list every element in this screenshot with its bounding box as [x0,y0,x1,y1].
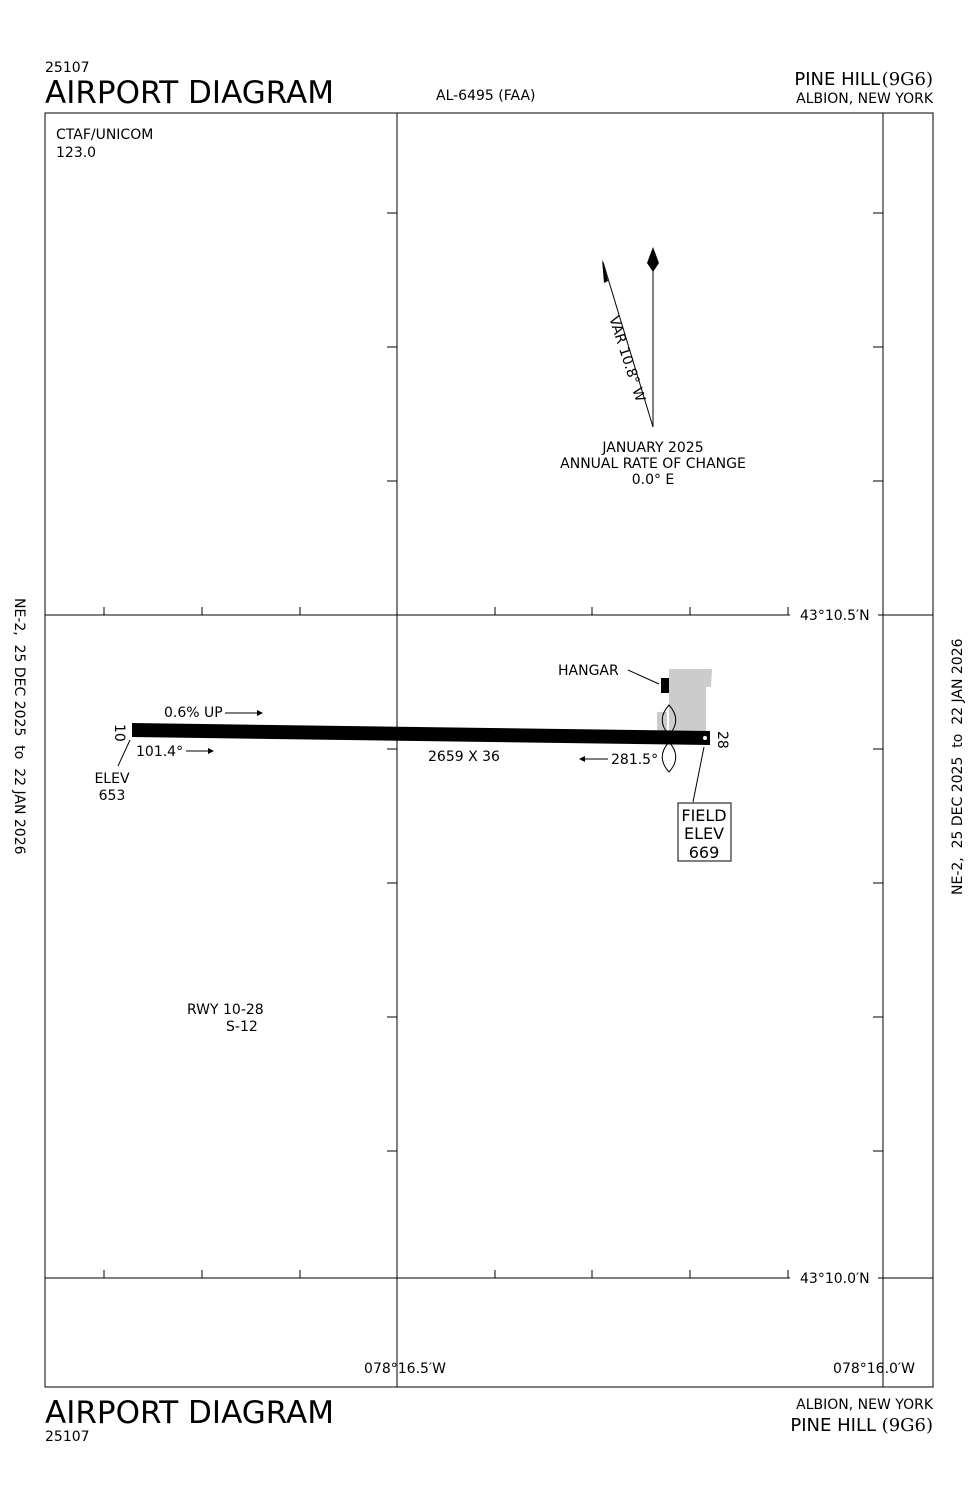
ctaf-frequency: 123.0 [56,145,96,161]
field-elev-line2: ELEV [684,824,724,843]
footer-location: ALBION, NEW YORK [796,1397,934,1413]
longitude-west-label: 078°16.5′W [364,1361,446,1377]
variation-label: VAR 10.8° W [605,314,648,404]
procedure-number: AL-6495 (FAA) [436,88,536,104]
runway-designation: RWY 10-28 [187,1002,264,1018]
apron [657,669,712,731]
field-elevation-box [677,802,732,862]
diagram-frame [44,112,934,1388]
longitude-east-label: 078°16.0′W [833,1361,915,1377]
hangar-leader [627,669,660,685]
grid-ticks [103,212,883,1278]
elev-leader [117,739,131,767]
latitude-north-label: 43°10.5′N [800,608,870,624]
field-elev-value: 669 [689,843,720,862]
chart-title: AIRPORT DIAGRAM [45,75,334,111]
airport-id: (9G6) [882,69,933,90]
runway-heading-28: 281.5° [611,752,658,768]
runway-dimensions: 2659 X 36 [428,749,500,765]
footer-chart-id: 25107 [45,1429,90,1445]
elevation-point-icon [703,736,707,740]
arrow-right-icon [186,748,214,754]
rate-value: 0.0° E [632,472,675,488]
field-elev-leader [692,746,705,803]
runway-gradient: 0.6% UP [164,705,223,721]
footer-airport-name: PINE HILL [790,1415,876,1436]
hangar-building [661,678,669,693]
elev-10-value: 653 [99,788,126,804]
left-margin-dates: NE-2, 25 DEC 2025 to 22 JAN 2026 [11,598,27,855]
hangar-label: HANGAR [558,663,619,679]
footer-title: AIRPORT DIAGRAM [45,1395,334,1431]
arrow-right-icon [225,710,263,716]
windsock-icon [661,704,677,773]
runway-10-28 [132,723,710,745]
airport-location: ALBION, NEW YORK [796,91,934,107]
chart-id: 25107 [45,60,90,76]
right-margin-dates: NE-2, 25 DEC 2025 to 22 JAN 2026 [950,638,966,895]
runway-end-28: 28 [714,731,730,749]
ctaf-label: CTAF/UNICOM [56,127,153,143]
field-elev-line1: FIELD [681,806,726,825]
rate-label: ANNUAL RATE OF CHANGE [560,456,746,472]
magnetic-north-arrow-icon [602,259,654,428]
north-arrow-icon [647,247,659,427]
variation-epoch: JANUARY 2025 [601,440,703,456]
arrow-left-icon [579,756,608,762]
elev-label: ELEV [94,771,129,787]
latitude-south-label: 43°10.0′N [800,1271,870,1287]
runway-heading-10: 101.4° [136,744,183,760]
runway-end-10: 10 [111,724,127,742]
airport-name: PINE HILL [794,69,880,90]
footer-airport-id: (9G6) [882,1415,933,1436]
runway-strength: S-12 [226,1019,258,1035]
